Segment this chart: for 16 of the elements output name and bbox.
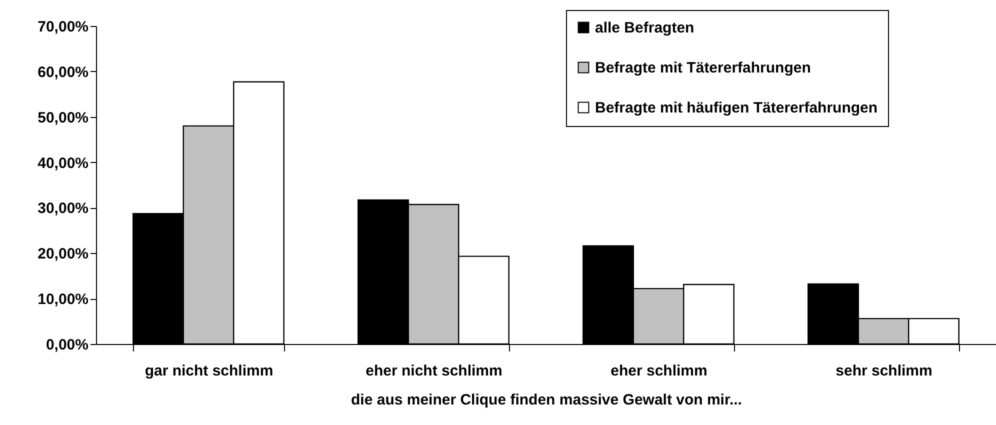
x-axis-title: die aus meiner Clique finden massive Gewalt von mir...	[351, 392, 742, 408]
x-tick-label: sehr schlimm	[836, 362, 932, 380]
legend-label: Befragte mit häufigen Tätererfahrungen	[595, 100, 878, 116]
y-tick-label: 10,00%	[38, 291, 88, 308]
x-tick-label: gar nicht schlimm	[144, 362, 274, 380]
y-tick-label: 70,00%	[38, 18, 88, 36]
y-tick-label: 0,00%	[46, 336, 88, 354]
x-tick-label: eher schlimm	[610, 362, 708, 380]
y-tick-label: 50,00%	[38, 109, 88, 126]
legend-label: Befragte mit Tätererfahrungen	[595, 60, 811, 76]
y-tick-label: 60,00%	[38, 64, 88, 81]
y-tick-label: 30,00%	[38, 200, 88, 218]
y-tick-label: 20,00%	[38, 246, 88, 263]
legend-label: alle Befragten	[595, 20, 694, 36]
x-tick-label: eher nicht schlimm	[366, 362, 502, 380]
y-tick-label: 40,00%	[38, 154, 88, 172]
